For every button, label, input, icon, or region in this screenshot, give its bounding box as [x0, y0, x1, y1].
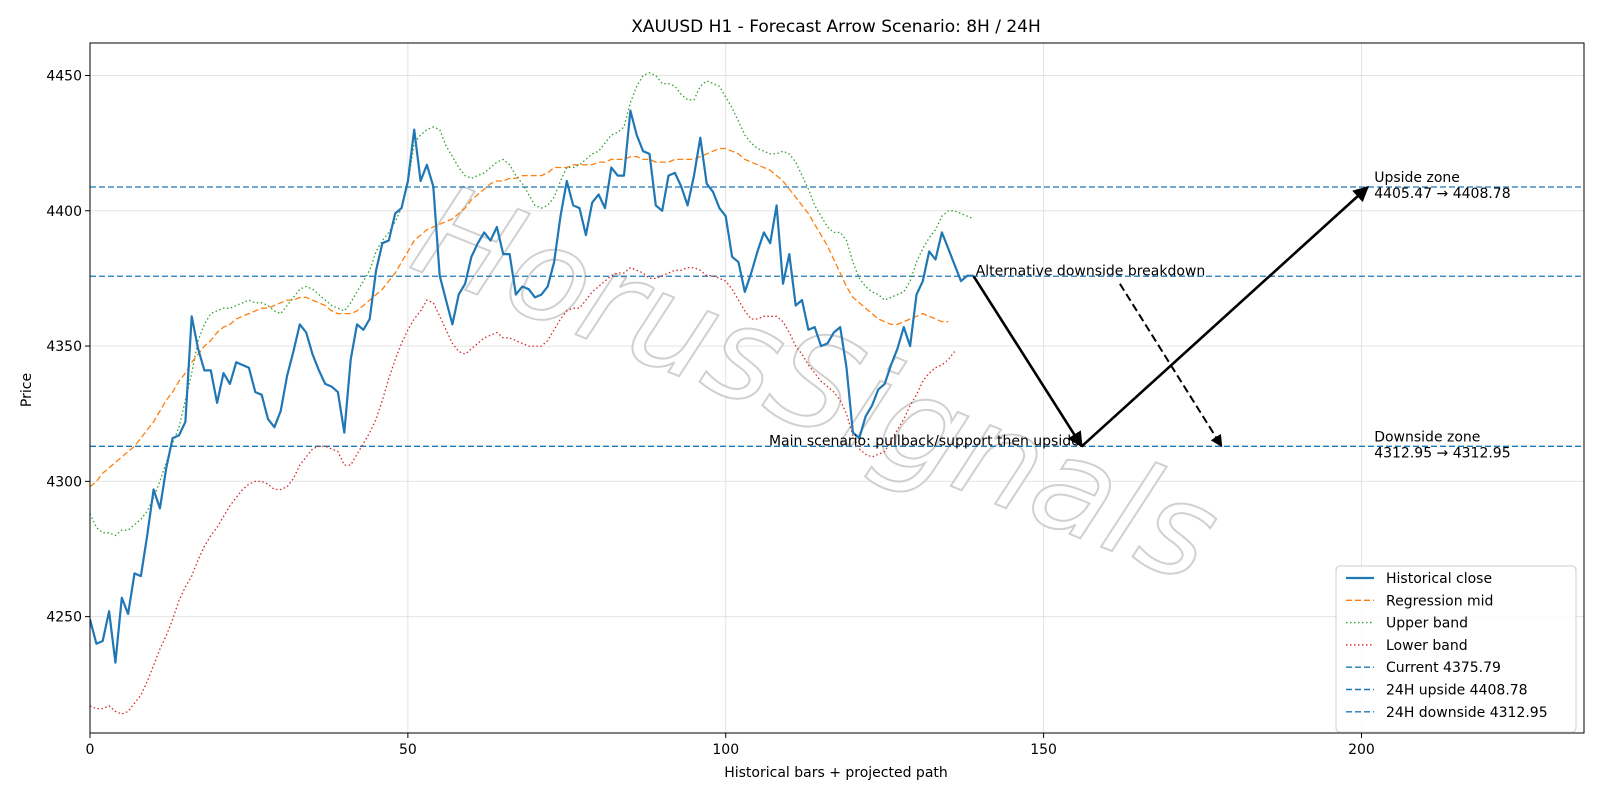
- y-tick-label: 4400: [46, 204, 82, 220]
- legend-label-2: Regression mid: [1386, 593, 1493, 609]
- legend-box: [1335, 565, 1577, 733]
- legend-label-3: Upper band: [1386, 616, 1468, 632]
- x-tick-label: 50: [399, 742, 417, 758]
- y-tick-label: 4350: [46, 339, 82, 355]
- series-line-2: [90, 147, 949, 488]
- watermark-text: HorusSignals: [395, 154, 1238, 613]
- x-tick-label: 0: [86, 742, 95, 758]
- main-scenario-label: Main scenario: pullback/support then ups…: [769, 433, 1080, 449]
- forecast-arrow-3: [1119, 283, 1223, 448]
- legend-label-7: 24H downside 4312.95: [1386, 705, 1548, 721]
- x-tick-label: 100: [712, 742, 739, 758]
- legend-label-1: Historical close: [1386, 571, 1492, 587]
- x-axis-label: Historical bars + projected path: [724, 765, 948, 781]
- chart-title: XAUUSD H1 - Forecast Arrow Scenario: 8H …: [631, 17, 1041, 37]
- y-axis-label: Price: [19, 373, 35, 407]
- forecast-arrow-2: [1080, 185, 1370, 448]
- alt-scenario-label: Alternative downside breakdown: [976, 263, 1206, 279]
- x-tick-label: 200: [1348, 742, 1375, 758]
- y-tick-label: 4300: [46, 474, 82, 490]
- series-line-4: [90, 266, 956, 715]
- plot-series-group: [90, 72, 1584, 715]
- forecast-arrow-1: [972, 275, 1083, 448]
- downside-zone-range: 4312.95 → 4312.95: [1374, 445, 1510, 461]
- upside-zone-range: 4405.47 → 4408.78: [1374, 186, 1510, 202]
- series-line-1: [90, 109, 974, 664]
- legend-label-4: Lower band: [1386, 638, 1468, 654]
- annotations: Alternative downside breakdown Main scen…: [769, 170, 1511, 461]
- upside-zone-title: Upside zone: [1374, 170, 1460, 186]
- legend-label-5: Current 4375.79: [1386, 660, 1501, 676]
- x-tick-label: 150: [1030, 742, 1057, 758]
- plot-frame: [89, 42, 1585, 734]
- downside-zone-title: Downside zone: [1374, 429, 1480, 445]
- legend-label-6: 24H upside 4408.78: [1386, 683, 1528, 699]
- y-tick-label: 4450: [46, 68, 82, 84]
- legend: Historical close Regression mid Upper band…: [1335, 565, 1577, 733]
- y-tick-label: 4250: [46, 610, 82, 626]
